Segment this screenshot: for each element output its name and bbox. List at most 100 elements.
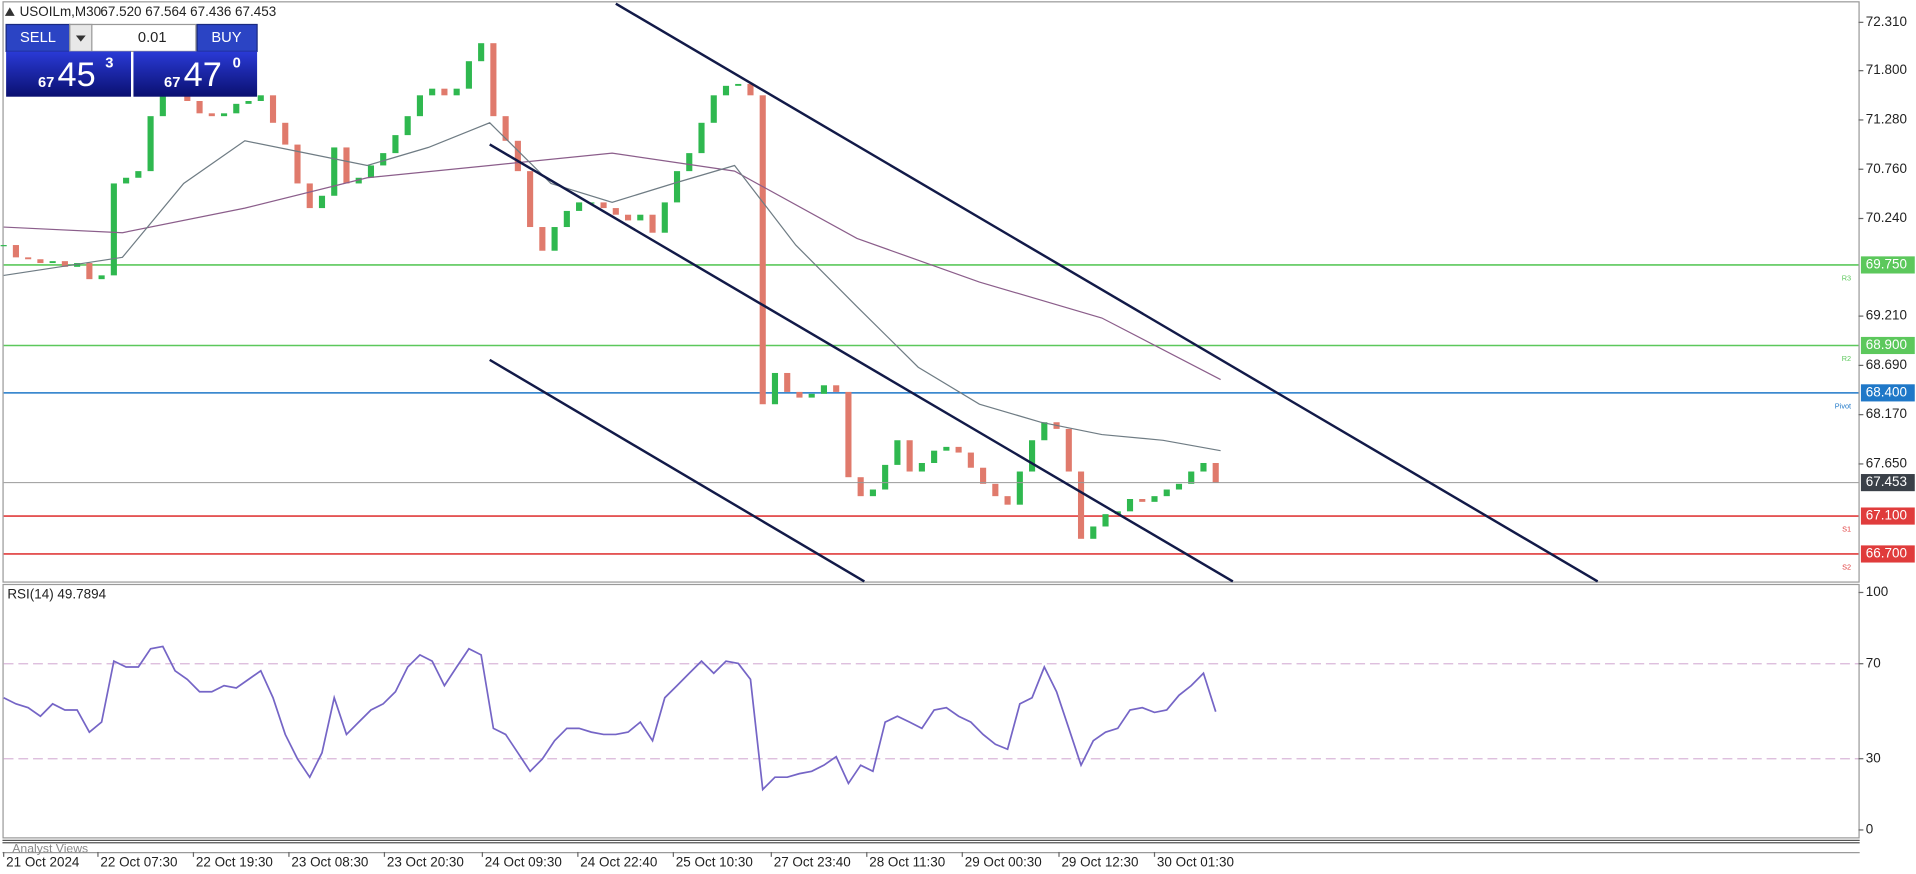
bid-main: 45 <box>58 56 96 94</box>
ohlc: 67.520 67.564 67.436 67.453 <box>100 4 276 19</box>
candle <box>465 61 472 89</box>
candle <box>808 393 815 398</box>
y-tick-label: 0 <box>1866 822 1873 837</box>
candle <box>98 275 105 280</box>
x-tick-label: 24 Oct 09:30 <box>485 855 562 870</box>
bid-small: 3 <box>105 56 113 72</box>
candle <box>1175 483 1183 490</box>
x-tick-label: 29 Oct 12:30 <box>1061 855 1138 870</box>
trendlines <box>489 2 1599 583</box>
trade-panel: SELL 0.01 BUY 67 45 3 67 47 0 <box>5 23 258 97</box>
candle <box>759 95 766 405</box>
candle <box>123 177 130 184</box>
y-tick-label: 70 <box>1866 655 1881 670</box>
x-tick-label: 25 Oct 10:30 <box>676 855 753 870</box>
candle <box>502 116 509 141</box>
level-name: R2 <box>1842 354 1851 363</box>
ask-panel[interactable] <box>133 51 258 97</box>
bid-big: 67 <box>38 75 54 91</box>
candle <box>943 446 950 451</box>
candle <box>355 177 362 184</box>
candle <box>306 183 313 209</box>
candle <box>61 261 68 267</box>
candle <box>429 88 436 96</box>
candle <box>649 214 656 233</box>
level-tag <box>1860 507 1915 525</box>
level-tag <box>1860 384 1915 402</box>
candle <box>857 477 864 497</box>
y-tick-label: 68.690 <box>1866 357 1907 372</box>
bid-panel[interactable] <box>6 51 131 97</box>
candle <box>392 135 399 154</box>
y-tick-label: 70.760 <box>1866 161 1907 176</box>
x-tick-label: 21 Oct 2024 <box>6 855 80 870</box>
candle <box>1200 462 1207 472</box>
x-tick-label: 24 Oct 22:40 <box>580 855 657 870</box>
candle <box>967 452 974 468</box>
candle <box>710 95 717 123</box>
level-label: 68.900 <box>1866 337 1907 352</box>
moving-average <box>3 152 1221 381</box>
candle <box>1139 498 1146 502</box>
candle <box>576 202 583 211</box>
candle <box>404 116 411 136</box>
level-label: 68.400 <box>1866 384 1907 399</box>
candle <box>1090 526 1097 539</box>
candle <box>110 183 117 276</box>
x-tick-label: 23 Oct 20:30 <box>387 855 464 870</box>
candle <box>894 440 901 465</box>
candle <box>845 391 852 478</box>
collapse-icon[interactable] <box>4 7 15 16</box>
candle <box>600 202 607 209</box>
candle <box>1065 428 1072 472</box>
candle <box>49 261 56 264</box>
y-tick-label: 100 <box>1866 584 1888 599</box>
candle <box>698 122 705 154</box>
candle <box>257 95 264 102</box>
candle <box>220 113 228 117</box>
candle <box>1126 498 1134 512</box>
sell-label: SELL <box>20 30 56 46</box>
candle <box>784 372 791 392</box>
level-label: 66.700 <box>1866 546 1907 561</box>
candle <box>416 95 423 117</box>
rsi-title: RSI(14) 49.7894 <box>7 586 106 601</box>
candle <box>661 202 668 233</box>
candle <box>882 464 889 490</box>
ask-main: 47 <box>184 56 222 94</box>
candle <box>147 116 154 172</box>
candle <box>1188 471 1195 484</box>
candle <box>833 385 840 392</box>
candle <box>931 450 938 463</box>
x-tick-label: 28 Oct 11:30 <box>869 855 945 870</box>
candle <box>441 88 448 96</box>
candle <box>367 165 375 178</box>
candle <box>918 462 925 472</box>
rsi-frame <box>2 583 1860 839</box>
level-tag <box>1860 336 1915 355</box>
y-tick-label: 71.800 <box>1866 62 1907 77</box>
ask-small: 0 <box>233 56 241 72</box>
candle <box>527 171 534 228</box>
candle <box>233 103 240 114</box>
trendline <box>489 143 1234 583</box>
candle <box>86 263 93 280</box>
main-frame <box>2 1 1860 583</box>
candle <box>722 85 730 96</box>
footer-tab[interactable]: Analyst Views <box>12 842 88 856</box>
level-label: 67.100 <box>1866 508 1907 523</box>
plot-area: 72.310 71.800 71.280 70.760 70.240 69.210 68.6… <box>0 14 1915 870</box>
candle <box>1077 471 1085 539</box>
candle <box>906 440 913 472</box>
candle <box>74 263 81 267</box>
candle <box>820 385 828 394</box>
candle <box>453 88 460 96</box>
candle <box>980 467 987 484</box>
candle <box>282 122 289 145</box>
level-tag <box>1860 256 1915 274</box>
candle <box>735 83 742 86</box>
trendline <box>615 2 1599 583</box>
